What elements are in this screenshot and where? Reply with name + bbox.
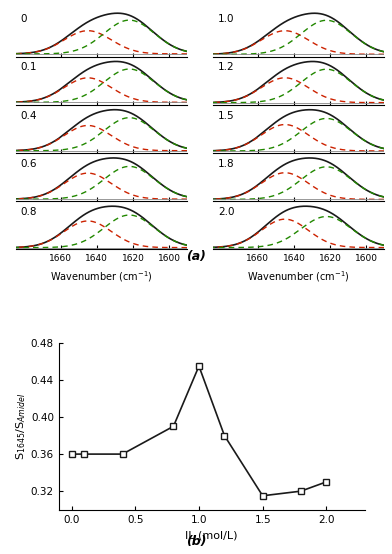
X-axis label: Wavenumber (cm$^{-1}$): Wavenumber (cm$^{-1}$) [247,269,350,284]
Text: 1.5: 1.5 [218,111,234,121]
Text: 1.8: 1.8 [218,159,234,169]
Text: 2.0: 2.0 [218,207,234,217]
Text: 0.4: 0.4 [21,111,37,121]
Text: 0.8: 0.8 [21,207,37,217]
Text: (b): (b) [186,536,206,548]
Text: 1.2: 1.2 [218,63,234,73]
X-axis label: Wavenumber (cm$^{-1}$): Wavenumber (cm$^{-1}$) [50,269,152,284]
Text: 1.0: 1.0 [218,14,234,24]
Text: 0.1: 0.1 [21,63,37,73]
Text: (a): (a) [186,250,206,263]
X-axis label: IL (mol/L): IL (mol/L) [185,530,238,540]
Y-axis label: S$_{1645}$/S$_{Amide I}$: S$_{1645}$/S$_{Amide I}$ [14,393,28,460]
Text: 0: 0 [21,14,27,24]
Text: 0.6: 0.6 [21,159,37,169]
